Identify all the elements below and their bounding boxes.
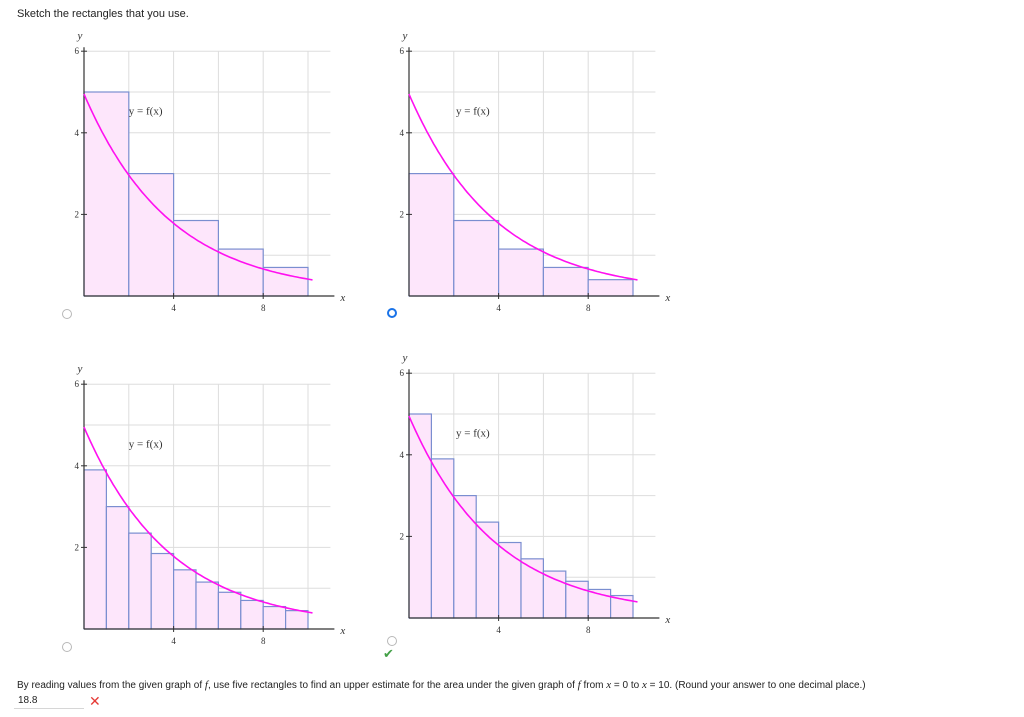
function-label: y = f(x): [456, 105, 490, 117]
answer-input[interactable]: 18.8: [14, 693, 84, 709]
estimate-rectangle: [128, 532, 152, 630]
estimate-rectangle: [83, 469, 107, 630]
y-axis-label: y: [77, 30, 83, 42]
estimate-rectangle: [105, 506, 130, 630]
plot-area: 2 4 6 4 8 y x y = f(x): [75, 363, 346, 646]
y-tick-label: 6: [75, 46, 80, 56]
estimate-rectangle: [408, 413, 432, 619]
estimate-rectangle: [240, 599, 264, 630]
estimate-rectangle: [587, 279, 634, 297]
estimate-rectangle: [217, 591, 242, 630]
x-axis-label: x: [339, 625, 345, 637]
y-tick-label: 4: [400, 450, 405, 460]
y-tick-label: 4: [75, 128, 80, 138]
estimate-rectangle: [498, 248, 545, 297]
x-tick-label: 8: [261, 303, 266, 313]
instruction-text: Sketch the rectangles that you use.: [17, 8, 189, 20]
y-tick-label: 6: [75, 379, 80, 389]
question-prefix: By reading values from the given graph o…: [17, 680, 205, 691]
y-tick-label: 6: [400, 46, 405, 56]
question-f2: f: [577, 679, 581, 691]
graph-option-3: 2 4 6 4 8 y x y = f(x): [12, 361, 362, 681]
estimate-rectangle: [173, 569, 197, 630]
y-tick-label: 4: [75, 461, 80, 471]
x-tick-label: 4: [496, 625, 501, 635]
y-tick-label: 2: [400, 209, 405, 219]
estimate-rectangle: [150, 552, 175, 630]
graph-3-svg: 2 4 6 4 8 y x y = f(x): [75, 363, 346, 646]
graph-1-svg: 2 4 6 4 8 y x y = f(x): [75, 30, 346, 313]
radio-option-1[interactable]: [62, 309, 72, 319]
x-axis-label: x: [664, 614, 670, 626]
estimate-rectangle: [408, 173, 455, 297]
question-eq1: = 0 to: [611, 680, 643, 691]
graph-option-1: 2 4 6 4 8 y x y = f(x): [12, 28, 362, 348]
plot-area: 2 4 6 4 8 y x y = f(x): [75, 30, 346, 313]
plot-area: 2 4 6 4 8 y x y = f(x): [400, 352, 671, 635]
x-axis-label: x: [339, 292, 345, 304]
function-curve: [83, 426, 313, 614]
y-tick-label: 4: [400, 128, 405, 138]
estimate-rectangle: [195, 581, 219, 630]
x-tick-label: 4: [171, 303, 176, 313]
x-tick-label: 4: [496, 303, 501, 313]
estimate-rectangle: [453, 219, 500, 297]
estimate-rectangle: [83, 91, 130, 297]
estimate-rectangle: [285, 610, 309, 630]
estimate-rectangle: [453, 495, 477, 619]
y-tick-label: 2: [400, 531, 405, 541]
correct-check-icon: ✔: [383, 646, 394, 661]
radio-option-3[interactable]: [62, 642, 72, 652]
question-x1: x: [606, 679, 612, 691]
plot-area: 2 4 6 4 8 y x y = f(x): [400, 30, 671, 313]
estimate-rectangle: [217, 248, 264, 297]
function-curve: [83, 93, 313, 281]
y-axis-label: y: [402, 30, 408, 42]
question-f: f: [204, 679, 208, 691]
wrong-x-icon: ✕: [89, 693, 101, 709]
y-tick-label: 2: [75, 542, 80, 552]
y-axis-label: y: [402, 352, 408, 364]
estimate-rectangle: [173, 219, 220, 297]
function-label: y = f(x): [129, 438, 163, 450]
function-curve: [408, 93, 638, 281]
question-text: By reading values from the given graph o…: [17, 679, 866, 691]
function-curve: [408, 415, 638, 603]
x-tick-label: 8: [261, 636, 266, 646]
estimate-rectangle: [430, 458, 455, 619]
estimate-rectangle: [262, 266, 309, 297]
function-label: y = f(x): [456, 427, 490, 439]
graph-option-4: 2 4 6 4 8 y x y = f(x): [337, 350, 687, 670]
graph-option-2: 2 4 6 4 8 y x y = f(x): [337, 28, 687, 348]
x-axis-label: x: [664, 292, 670, 304]
question-eq2: = 10. (Round your answer to one decimal …: [646, 680, 866, 691]
estimate-rectangle: [262, 605, 287, 630]
y-tick-label: 2: [75, 209, 80, 219]
function-label: y = f(x): [129, 105, 163, 117]
x-tick-label: 8: [586, 303, 591, 313]
question-from: from: [580, 680, 607, 691]
estimate-rectangle: [542, 266, 589, 297]
graph-2-svg: 2 4 6 4 8 y x y = f(x): [400, 30, 671, 313]
y-tick-label: 6: [400, 368, 405, 378]
question-x2: x: [642, 679, 647, 691]
graph-4-svg: 2 4 6 4 8 y x y = f(x): [400, 352, 671, 635]
estimate-rectangle: [128, 173, 175, 297]
radio-option-2[interactable]: [387, 308, 397, 318]
radio-option-4[interactable]: [387, 636, 397, 646]
question-middle: , use five rectangles to find an upper e…: [207, 680, 578, 691]
x-tick-label: 8: [586, 625, 591, 635]
y-axis-label: y: [77, 363, 83, 375]
estimate-rectangle: [542, 570, 567, 619]
x-tick-label: 4: [171, 636, 176, 646]
